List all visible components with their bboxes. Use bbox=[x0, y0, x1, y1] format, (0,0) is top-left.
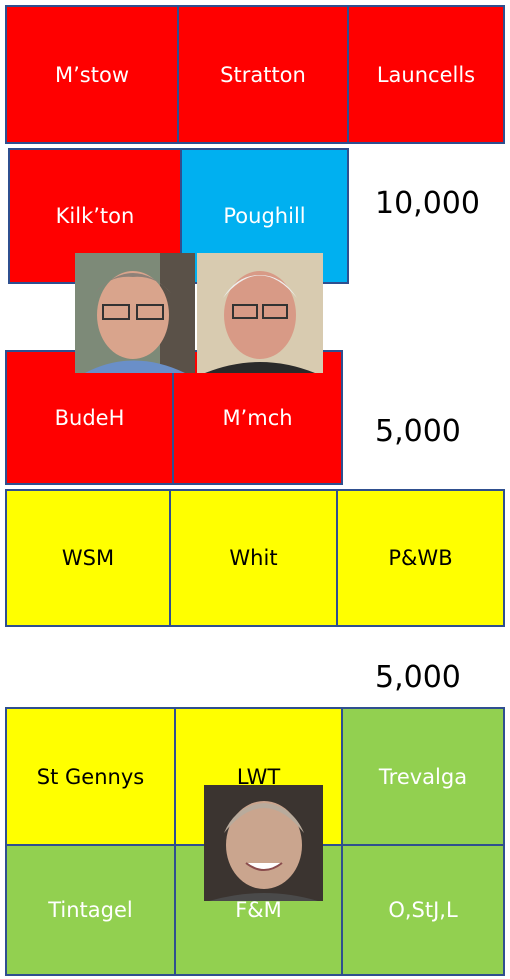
cell: M’stow bbox=[5, 5, 179, 144]
figure: 5,000 bbox=[375, 414, 461, 449]
photo bbox=[197, 253, 323, 373]
cell: Whit bbox=[169, 489, 338, 627]
cell: Trevalga bbox=[341, 707, 505, 846]
cell: St Gennys bbox=[5, 707, 176, 846]
cell: Launcells bbox=[347, 5, 505, 144]
page: M’stow Stratton Launcells Kilk’ton Pough… bbox=[0, 0, 510, 979]
photo bbox=[204, 785, 323, 901]
cell: Stratton bbox=[177, 5, 349, 144]
cell: WSM bbox=[5, 489, 171, 627]
figure: 5,000 bbox=[375, 660, 461, 695]
cell: P&WB bbox=[336, 489, 505, 627]
cell: O,StJ,L bbox=[341, 844, 505, 976]
figure: 10,000 bbox=[375, 186, 480, 221]
cell: Tintagel bbox=[5, 844, 176, 976]
photo bbox=[75, 253, 195, 373]
